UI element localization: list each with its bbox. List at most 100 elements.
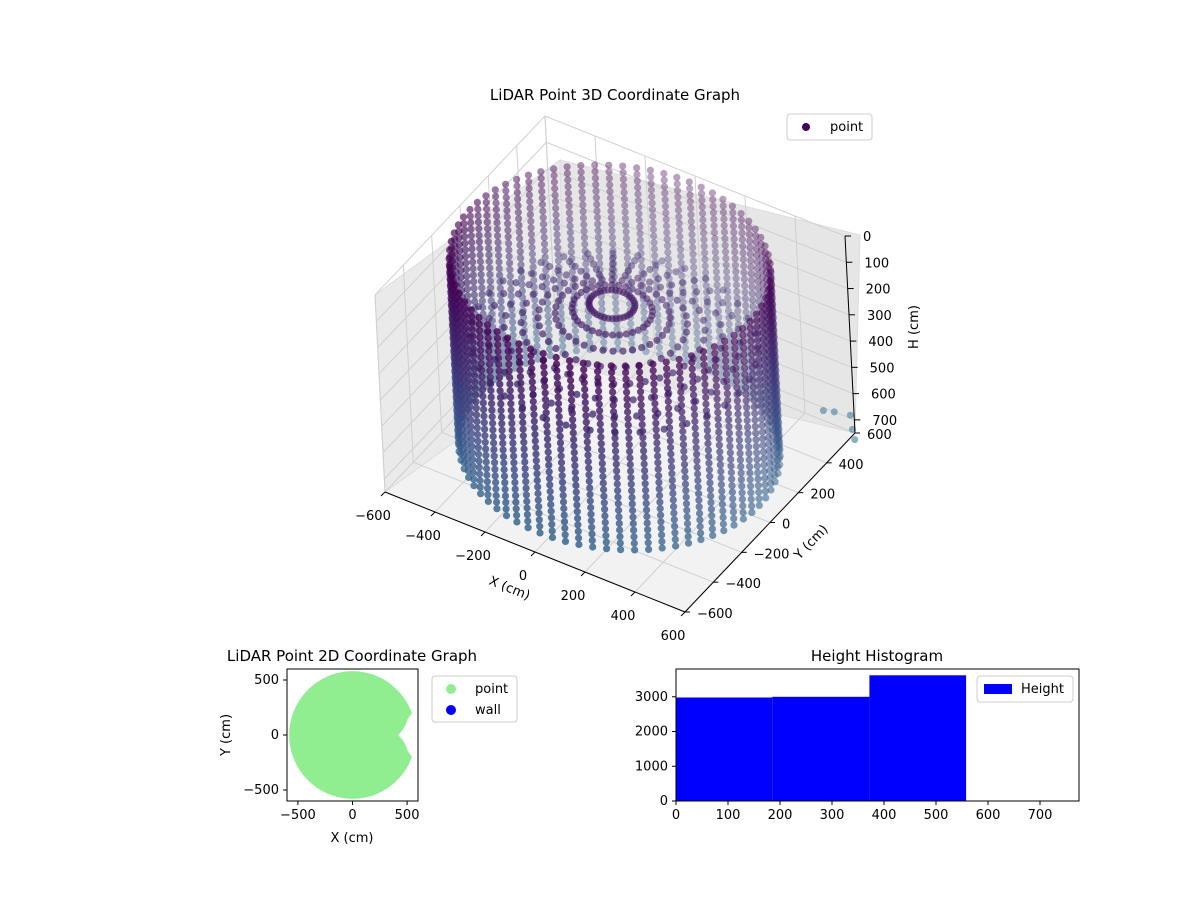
point-3d xyxy=(720,527,728,535)
point-3d xyxy=(719,507,727,515)
point-3d xyxy=(474,218,482,226)
point-3d xyxy=(750,403,758,411)
point-3d xyxy=(469,455,477,463)
x-tick-histogram: 300 xyxy=(820,808,845,823)
point-3d xyxy=(689,385,697,393)
point-3d xyxy=(598,459,606,467)
point-3d xyxy=(690,404,698,412)
point-3d xyxy=(506,266,514,274)
point-3d xyxy=(691,296,699,304)
point-3d xyxy=(483,478,491,486)
point-3d xyxy=(560,511,568,519)
point-3d xyxy=(481,425,489,433)
point-3d xyxy=(485,257,493,266)
point-3d xyxy=(654,452,662,460)
point-3d xyxy=(600,492,608,500)
point-3d xyxy=(507,285,515,293)
point-3d xyxy=(446,263,454,272)
point-3d xyxy=(580,366,588,374)
point-3d xyxy=(517,392,526,400)
point-3d xyxy=(508,413,516,421)
point-3d xyxy=(568,403,576,411)
point-3d xyxy=(642,493,650,501)
point-3d xyxy=(572,475,580,483)
point-3d xyxy=(492,485,500,493)
point-3d xyxy=(593,207,601,215)
point-3d xyxy=(655,478,663,486)
point-3d xyxy=(749,302,757,311)
point-3d xyxy=(545,332,553,340)
point-3d xyxy=(595,253,604,261)
point-3d xyxy=(730,242,739,250)
point-3d xyxy=(690,398,698,406)
point-3d xyxy=(622,221,630,229)
point-3d xyxy=(484,491,492,499)
point-3d xyxy=(495,367,503,375)
point-3d xyxy=(712,369,720,377)
point-3d xyxy=(480,412,488,420)
point-3d xyxy=(615,519,623,528)
point-3d xyxy=(652,261,660,269)
point-3d xyxy=(461,311,469,319)
point-3d xyxy=(678,414,686,422)
point-3d xyxy=(550,165,558,173)
point-3d xyxy=(519,432,528,440)
point-3d xyxy=(533,463,541,471)
point-3d xyxy=(625,441,633,449)
point-3d xyxy=(595,240,603,248)
point-3d xyxy=(475,238,483,246)
point-3d xyxy=(725,320,733,328)
point-3d xyxy=(468,442,476,450)
point-3d xyxy=(577,175,586,183)
point-3d xyxy=(507,393,515,401)
point-3d xyxy=(541,253,549,261)
point-3d xyxy=(666,314,674,322)
point-3d xyxy=(541,246,549,255)
point-3d xyxy=(492,192,500,200)
point-3d xyxy=(517,266,525,275)
point-3d xyxy=(747,489,755,497)
point-3d xyxy=(551,309,559,317)
point-3d xyxy=(665,320,673,328)
point-3d xyxy=(461,246,469,254)
point-3d xyxy=(723,377,731,385)
point-3d xyxy=(734,314,742,322)
point-3d xyxy=(626,454,634,462)
point-3d xyxy=(680,447,688,455)
point-3d xyxy=(697,536,705,544)
point-3d xyxy=(476,483,484,491)
point-3d xyxy=(478,290,486,298)
point-3d xyxy=(485,347,493,355)
point-3d xyxy=(758,428,767,436)
point-3d xyxy=(555,413,563,421)
point-3d xyxy=(502,187,510,195)
point-3d xyxy=(662,301,671,309)
point-3d xyxy=(703,301,711,309)
point-3d xyxy=(607,207,615,215)
legend-2d-wall-label: wall xyxy=(475,703,501,718)
point-3d xyxy=(469,468,477,477)
point-3d xyxy=(577,267,585,275)
point-3d xyxy=(548,520,556,528)
point-3d xyxy=(580,372,588,380)
point-3d xyxy=(660,183,669,191)
point-3d xyxy=(749,383,757,391)
point-3d xyxy=(674,193,682,201)
point-3d xyxy=(634,184,642,192)
point-3d xyxy=(494,347,502,355)
point-3d xyxy=(705,459,713,467)
point-3d xyxy=(755,362,763,371)
point-3d xyxy=(515,346,523,354)
point-3d xyxy=(650,380,658,388)
point-3d xyxy=(607,201,615,209)
point-3d xyxy=(635,216,643,224)
point-3d xyxy=(529,263,537,271)
point-3d xyxy=(721,344,729,352)
point-3d xyxy=(527,224,535,232)
z-tick-3d: 400 xyxy=(868,335,893,350)
point-3d xyxy=(765,447,773,455)
point-3d xyxy=(753,330,762,338)
point-3d xyxy=(652,419,660,427)
point-3d xyxy=(502,193,510,201)
point-3d xyxy=(627,467,635,475)
